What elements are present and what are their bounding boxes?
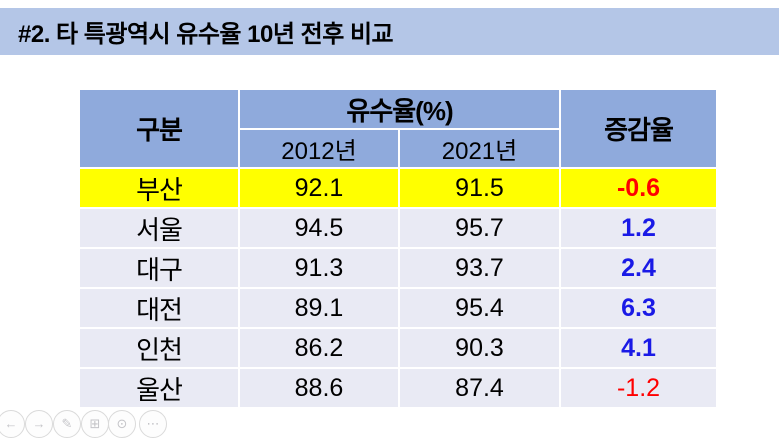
value-2012-cell: 88.6: [238, 367, 400, 409]
slide-title-bar: #2. 타 특광역시 유수율 10년 전후 비교: [0, 8, 779, 55]
table-row: 대구 91.3 93.7 2.4: [78, 247, 719, 289]
pen-tools-button[interactable]: ✎: [53, 410, 81, 438]
all-slides-button[interactable]: ⊞: [81, 410, 109, 438]
city-cell: 대구: [78, 247, 240, 289]
table-row: 서울 94.5 95.7 1.2: [78, 207, 719, 249]
value-2012-cell: 94.5: [238, 207, 400, 249]
value-2012-cell: 86.2: [238, 327, 400, 369]
value-2012-cell: 89.1: [238, 287, 400, 329]
comparison-table: 구분 유수율(%) 증감율 2012년 2021년 부산 92.1 91.5 -…: [78, 88, 719, 409]
next-slide-button[interactable]: →: [25, 410, 53, 438]
zoom-button[interactable]: ⊙: [108, 410, 136, 438]
city-cell: 인천: [78, 327, 240, 369]
header-year-2012: 2012년: [238, 128, 400, 169]
city-cell: 서울: [78, 207, 240, 249]
slide-title: #2. 타 특광역시 유수율 10년 전후 비교: [18, 21, 394, 48]
header-change: 증감율: [559, 88, 719, 169]
previous-slide-button[interactable]: ←: [0, 410, 25, 438]
change-cell: -1.2: [559, 367, 719, 409]
table-header: 구분 유수율(%) 증감율 2012년 2021년: [78, 88, 719, 169]
city-cell: 대전: [78, 287, 240, 329]
change-cell: 4.1: [559, 327, 719, 369]
header-category: 구분: [78, 88, 240, 169]
value-2012-cell: 92.1: [238, 167, 400, 209]
header-group-ratio: 유수율(%): [237, 88, 562, 130]
change-cell: -0.6: [559, 167, 719, 209]
value-2021-cell: 95.7: [397, 207, 562, 249]
table-body: 부산 92.1 91.5 -0.6 서울 94.5 95.7 1.2 대구 91…: [78, 167, 719, 409]
table-row: 울산 88.6 87.4 -1.2: [78, 367, 719, 409]
value-2012-cell: 91.3: [238, 247, 400, 289]
value-2021-cell: 93.7: [397, 247, 562, 289]
table-row: 대전 89.1 95.4 6.3: [78, 287, 719, 329]
value-2021-cell: 95.4: [397, 287, 562, 329]
slideshow-screen: { "slide": { "title": "#2. 타 특광역시 유수율 10…: [0, 8, 779, 438]
header-year-2021: 2021년: [397, 128, 562, 169]
city-cell: 부산: [78, 167, 240, 209]
city-cell: 울산: [78, 367, 240, 409]
value-2021-cell: 90.3: [397, 327, 562, 369]
more-options-button[interactable]: ⋯: [139, 410, 167, 438]
value-2021-cell: 91.5: [397, 167, 562, 209]
table-row: 부산 92.1 91.5 -0.6: [78, 167, 719, 209]
change-cell: 6.3: [559, 287, 719, 329]
change-cell: 1.2: [559, 207, 719, 249]
value-2021-cell: 87.4: [397, 367, 562, 409]
change-cell: 2.4: [559, 247, 719, 289]
table-row: 인천 86.2 90.3 4.1: [78, 327, 719, 369]
